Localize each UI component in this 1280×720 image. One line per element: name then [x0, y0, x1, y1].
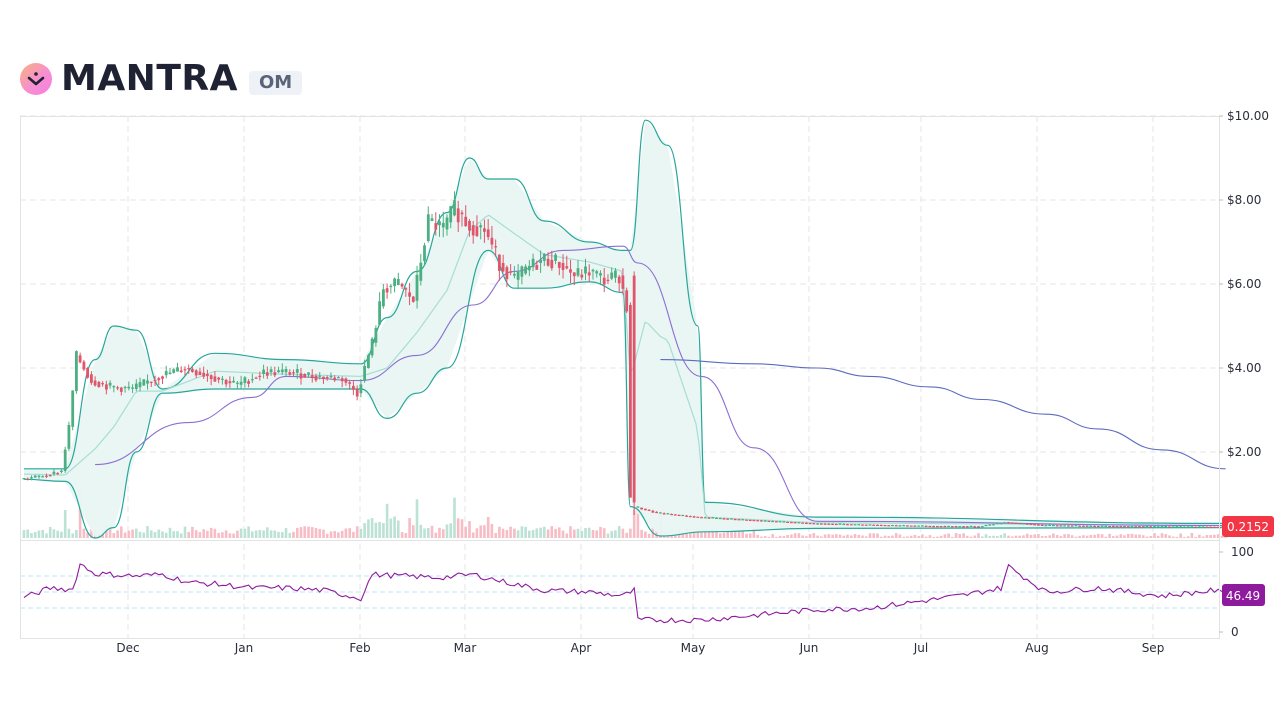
rsi-value-badge: 46.49 [1222, 584, 1265, 606]
current-price-badge: 0.2152 [1222, 516, 1274, 537]
rsi-panel [20, 563, 1226, 624]
time-tick-label: Sep [1142, 641, 1165, 655]
time-tick-label: Dec [116, 641, 139, 655]
price-tick-label: $8.00 [1227, 193, 1261, 207]
moving-averages [95, 245, 1226, 527]
time-tick-label: Apr [571, 641, 592, 655]
chart-frame [20, 116, 1220, 639]
time-tick-label: Jul [913, 641, 928, 655]
ticker-badge: OM [248, 71, 303, 95]
price-tick-label: $6.00 [1227, 277, 1261, 291]
time-tick-label: Jan [234, 641, 254, 655]
time-tick-label: Mar [454, 641, 477, 655]
asset-header: MANTRA OM [20, 58, 303, 100]
rsi-tick-label: 100 [1231, 545, 1254, 559]
volume-bars [22, 490, 1227, 538]
price-tick-label: $2.00 [1227, 445, 1261, 459]
time-tick-label: Aug [1025, 641, 1048, 655]
price-tick-label: $10.00 [1227, 109, 1269, 123]
current-price-label: 0.2152 [1227, 520, 1269, 534]
price-tick-label: $4.00 [1227, 361, 1261, 375]
rsi-tick-label: 0 [1231, 625, 1239, 639]
rsi-current-label: 46.49 [1226, 589, 1260, 603]
time-tick-label: May [681, 641, 706, 655]
time-axis: Dec Jan Feb Mar Apr May Jun Jul Aug Sep [116, 641, 1164, 655]
time-tick-label: Jun [799, 641, 819, 655]
mantra-logo-icon [20, 63, 52, 95]
bollinger-bands [23, 119, 1226, 539]
price-axis: $10.00 $8.00 $6.00 $4.00 $2.00 100 0 [1219, 109, 1269, 639]
time-tick-label: Feb [349, 641, 370, 655]
asset-name: MANTRA [61, 58, 238, 99]
candlesticks [22, 191, 1227, 528]
